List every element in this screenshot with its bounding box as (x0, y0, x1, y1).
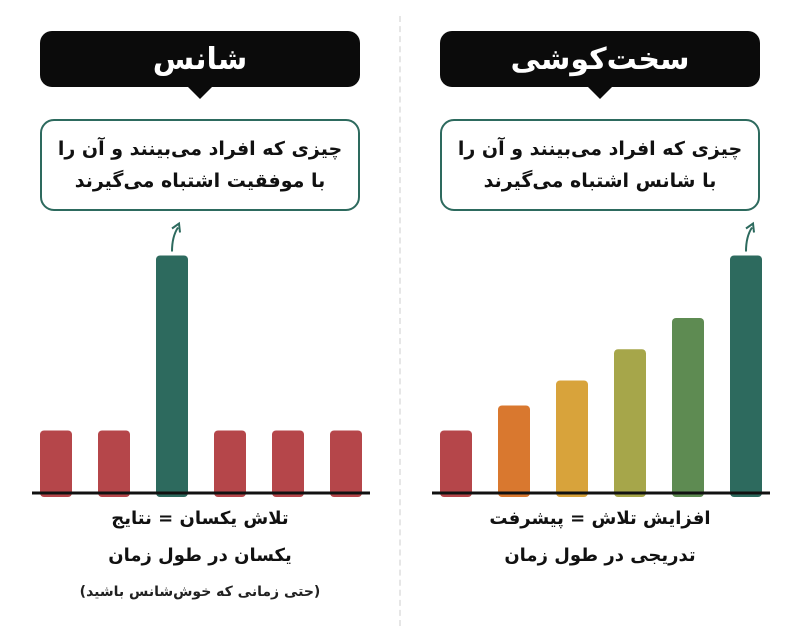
effort-bar-3 (556, 380, 588, 497)
effort-caption-line2: تدریجی در طول زمان (504, 545, 696, 566)
luck-caption-note: (حتی زمانی که خوش‌شانس باشید) (79, 584, 321, 600)
effort-callout-line2: با شانس اشتباه می‌گیرند (483, 170, 717, 192)
effort-panel: سخت‌کوشی چیزی که افراد می‌بینند و آن را … (400, 0, 800, 641)
luck-bar-chart (32, 221, 370, 497)
luck-panel: شانس چیزی که افراد می‌بینند و آن را با م… (32, 31, 370, 600)
luck-title: شانس (40, 31, 360, 99)
luck-bar-1 (40, 430, 72, 497)
effort-callout: چیزی که افراد می‌بینند و آن را با شانس ا… (440, 119, 760, 211)
luck-bar-5 (272, 430, 304, 497)
luck-caption-line1: تلاش یکسان = نتایج (111, 508, 289, 529)
luck-callout-line1: چیزی که افراد می‌بینند و آن را (57, 138, 343, 160)
effort-bar-4 (614, 349, 646, 497)
effort-bar-1 (440, 430, 472, 497)
effort-up-arrow-icon (745, 221, 755, 252)
luck-bar-2 (98, 430, 130, 497)
luck-bar-4 (214, 430, 246, 497)
luck-bar-6 (330, 430, 362, 497)
luck-caption-line2: یکسان در طول زمان (108, 545, 292, 566)
luck-bar-3 (156, 255, 188, 497)
effort-bar-5 (672, 318, 704, 497)
effort-caption-line1: افزایش تلاش = پیشرفت (489, 508, 711, 529)
panel-divider (399, 16, 401, 626)
luck-callout: چیزی که افراد می‌بینند و آن را با موفقیت… (40, 119, 360, 211)
luck-up-arrow-icon (171, 221, 181, 252)
effort-bar-chart (432, 221, 770, 497)
effort-title: سخت‌کوشی (440, 31, 760, 99)
effort-callout-line1: چیزی که افراد می‌بینند و آن را (457, 138, 743, 160)
effort-bar-6 (730, 255, 762, 497)
luck-callout-line2: با موفقیت اشتباه می‌گیرند (74, 170, 326, 192)
effort-bar-2 (498, 405, 530, 497)
